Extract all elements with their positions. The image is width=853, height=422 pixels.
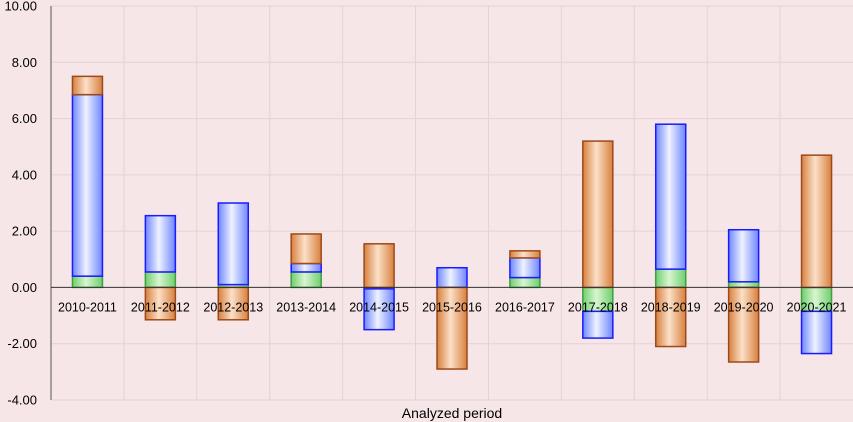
- y-tick-label: 8.00: [12, 55, 37, 70]
- x-tick-label: 2010-2011: [58, 300, 117, 314]
- y-tick-label: 10.00: [4, 0, 37, 14]
- y-tick-label: 2.00: [12, 224, 37, 239]
- bar-segment: [290, 271, 322, 289]
- bars: [71, 75, 833, 370]
- bar-segment: [582, 140, 614, 289]
- bar-segment: [144, 214, 177, 273]
- x-tick-label: 2019-2020: [714, 300, 774, 314]
- bar-segment: [727, 228, 760, 283]
- bar-segment: [436, 266, 468, 289]
- bar-segment: [290, 233, 322, 265]
- bar-segment: [509, 250, 541, 259]
- bar-segment: [363, 243, 395, 289]
- bar-segment: [727, 286, 760, 363]
- bar-segment: [217, 202, 250, 286]
- bar-segment: [436, 286, 468, 370]
- y-tick-label: 6.00: [12, 111, 37, 126]
- bar-segment: [654, 123, 687, 270]
- x-tick-label: 2014-2015: [349, 300, 409, 314]
- x-tick-label: 2012-2013: [203, 300, 263, 314]
- y-tick-label: 4.00: [12, 167, 37, 182]
- axes: -4.00 -2.00 0.00 2.00 4.00 6.00 8.00 10.00 2010-…: [4, 0, 853, 408]
- y-tick-label: -2.00: [7, 336, 37, 351]
- bar-segment: [71, 93, 104, 277]
- bar-segment: [800, 310, 833, 355]
- bar-segment: [509, 257, 541, 279]
- y-tick-label: 0.00: [12, 280, 37, 295]
- x-tick-label: 2017-2018: [568, 300, 628, 314]
- x-tick-label: 2016-2017: [495, 300, 555, 314]
- bar-segment: [363, 288, 395, 331]
- bar-segment: [582, 310, 614, 339]
- bar-segment: [71, 75, 104, 96]
- bar-segment: [71, 275, 104, 289]
- x-tick-label: 2020-2021: [787, 300, 847, 314]
- bar-segment: [144, 286, 177, 321]
- x-tick-label: 2018-2019: [641, 300, 701, 314]
- bar-segment: [800, 154, 833, 289]
- bar-segment: [217, 286, 250, 321]
- bar-segment: [654, 268, 687, 289]
- bar-segment: [290, 262, 322, 273]
- x-axis-title: Analyzed period: [402, 405, 502, 421]
- bar-segment: [509, 276, 541, 289]
- x-tick-label: 2011-2012: [131, 300, 190, 314]
- bar-segment: [727, 281, 760, 289]
- bar-segment: [654, 286, 687, 348]
- x-tick-label: 2015-2016: [422, 300, 482, 314]
- x-tick-label: 2013-2014: [276, 300, 336, 314]
- y-tick-label: -4.00: [7, 393, 37, 408]
- bar-segment: [144, 271, 177, 289]
